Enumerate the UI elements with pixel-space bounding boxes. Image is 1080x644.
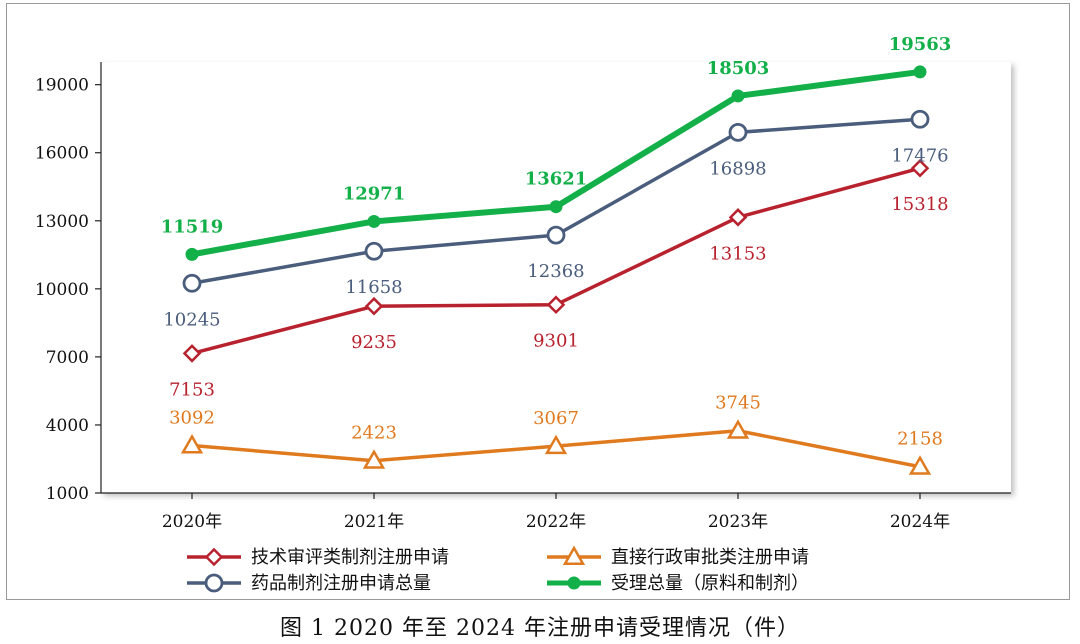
data-label-admin: 3092 xyxy=(169,408,215,429)
legend-item-drug: 药品制剂注册申请总量 xyxy=(187,573,431,594)
point-admin xyxy=(180,434,204,454)
point-drug xyxy=(364,241,384,261)
legend-marker xyxy=(204,573,224,593)
data-labels: 7153 9235 9301 13153 15318 3092 2423 3067 3745 21… xyxy=(161,34,952,450)
data-label-drug: 16898 xyxy=(709,158,766,179)
data-label-admin: 2158 xyxy=(897,429,943,450)
x-tick-label: 2021年 xyxy=(344,512,404,532)
data-label-tech: 9301 xyxy=(533,331,579,352)
data-label-total: 13621 xyxy=(525,169,588,190)
legend-marker xyxy=(567,576,581,590)
line-chart: 1000 4000 7000 10000 13000 16000 19000 2020年 202… xyxy=(35,34,1011,594)
data-label-total: 18503 xyxy=(707,58,770,79)
point-drug xyxy=(910,109,930,129)
point-admin xyxy=(362,449,386,469)
point-admin xyxy=(544,434,568,455)
data-label-total: 12971 xyxy=(343,183,406,204)
legend-marker xyxy=(204,547,224,567)
x-tick-label: 2024年 xyxy=(890,512,950,532)
point-tech xyxy=(910,158,930,178)
legend-label: 直接行政审批类注册申请 xyxy=(611,547,809,568)
point-tech xyxy=(364,296,384,316)
axes: 1000 4000 7000 10000 13000 16000 19000 2020年 202… xyxy=(35,62,1011,532)
point-total xyxy=(549,200,563,214)
data-label-admin: 2423 xyxy=(351,423,397,444)
plot-area xyxy=(101,62,1011,493)
point-total xyxy=(913,65,927,79)
data-label-admin: 3067 xyxy=(533,408,579,429)
legend-label: 药品制剂注册申请总量 xyxy=(251,573,431,594)
legend-item-admin: 直接行政审批类注册申请 xyxy=(547,545,809,568)
point-tech xyxy=(182,344,202,363)
data-label-drug: 12368 xyxy=(527,261,584,282)
legend-item-tech: 技术审评类制剂注册申请 xyxy=(187,547,449,568)
y-tick-label: 4000 xyxy=(46,416,89,436)
y-tick-label: 10000 xyxy=(35,280,89,300)
data-label-total: 19563 xyxy=(889,34,952,55)
point-drug xyxy=(182,273,202,293)
data-label-tech: 7153 xyxy=(169,379,215,400)
point-total xyxy=(185,247,199,261)
x-tick-label: 2023年 xyxy=(708,512,768,532)
point-tech xyxy=(546,295,566,314)
series-drug xyxy=(182,109,930,293)
chart-frame: 1000 4000 7000 10000 13000 16000 19000 2020年 202… xyxy=(6,3,1070,600)
y-tick-label: 13000 xyxy=(35,212,89,232)
legend-item-total: 受理总量（原料和制剂） xyxy=(547,573,809,594)
y-tick-label: 1000 xyxy=(46,484,89,504)
point-admin xyxy=(908,455,932,475)
data-label-tech: 9235 xyxy=(351,332,397,353)
data-label-admin: 3745 xyxy=(715,393,761,414)
point-drug xyxy=(728,122,748,142)
data-label-tech: 15318 xyxy=(891,194,948,215)
series-admin xyxy=(180,419,932,475)
y-tick-label: 16000 xyxy=(35,144,89,164)
point-total xyxy=(731,89,745,103)
y-tick-label: 19000 xyxy=(35,76,89,96)
series-total xyxy=(185,65,927,261)
data-label-tech: 13153 xyxy=(709,243,766,264)
series-layer xyxy=(180,65,932,475)
point-admin xyxy=(726,419,750,439)
data-label-drug: 17476 xyxy=(891,145,948,166)
legend-marker xyxy=(562,545,586,565)
data-label-drug: 11658 xyxy=(345,277,402,298)
point-drug xyxy=(546,225,566,245)
y-tick-label: 7000 xyxy=(46,348,89,368)
x-tick-label: 2020年 xyxy=(162,512,222,532)
legend-label: 技术审评类制剂注册申请 xyxy=(251,547,449,568)
figure-caption: 图 1 2020 年至 2024 年注册申请受理情况（件） xyxy=(280,616,800,641)
legend-label: 受理总量（原料和制剂） xyxy=(611,573,809,594)
data-label-total: 11519 xyxy=(161,216,224,237)
series-tech xyxy=(182,158,930,363)
data-label-drug: 10245 xyxy=(163,309,220,330)
point-total xyxy=(367,214,381,228)
x-tick-label: 2022年 xyxy=(526,512,586,532)
point-tech xyxy=(728,208,748,227)
